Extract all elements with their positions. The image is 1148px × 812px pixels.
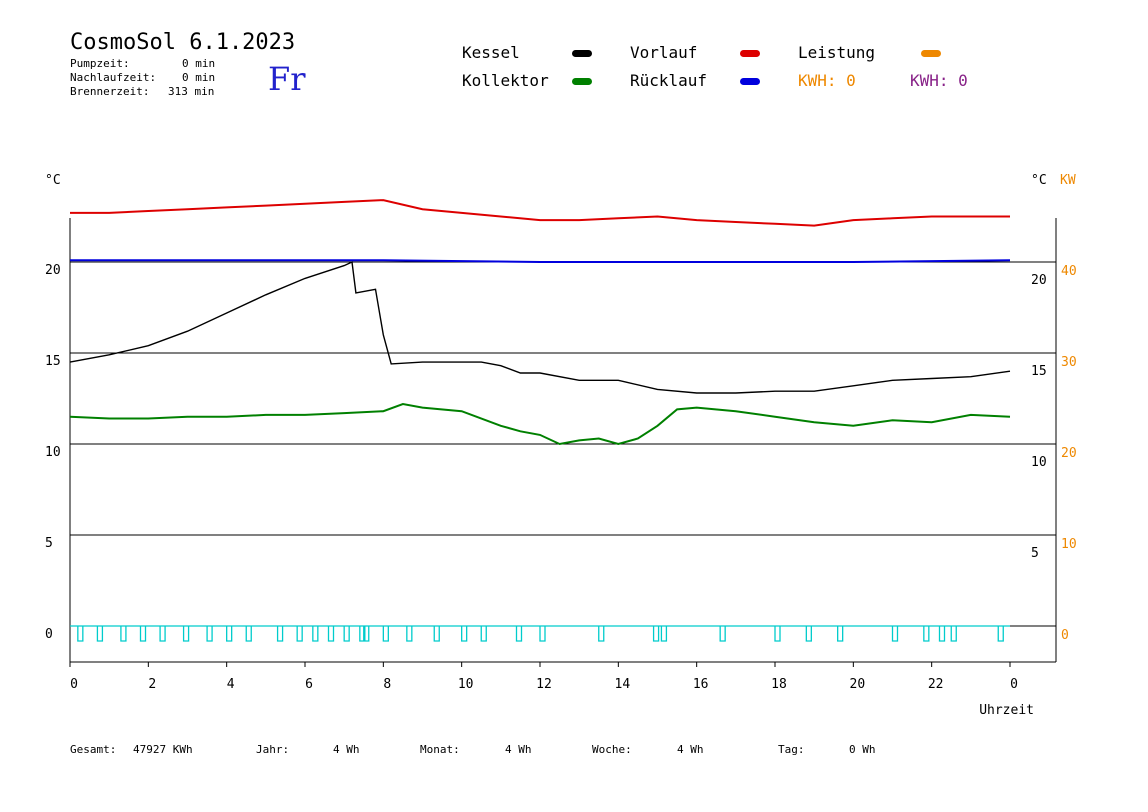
y-mid-tick-label: 10 — [1031, 455, 1047, 470]
month-label: Monat: — [420, 743, 460, 756]
y-left-unit-label: °C — [45, 173, 61, 188]
x-tick-label: 14 — [615, 677, 631, 692]
y-left-tick-label: 10 — [45, 445, 61, 460]
month-value: 4 Wh — [505, 743, 532, 756]
x-tick-label: 16 — [693, 677, 709, 692]
day-value: 0 Wh — [849, 743, 876, 756]
legend-kwh-secondary: KWH: 0 — [910, 71, 968, 90]
legend-ruecklauf-label: Rücklauf — [630, 71, 708, 90]
x-tick-label: 8 — [383, 677, 391, 692]
x-tick-label: 6 — [305, 677, 313, 692]
x-tick-label: 20 — [850, 677, 866, 692]
y-right-unit-label: °C — [1031, 173, 1047, 188]
legend-kessel-swatch — [572, 50, 592, 57]
series-line-ruecklauf — [70, 259, 1011, 263]
total-value: 47927 KWh — [133, 743, 193, 756]
x-tick-label: 0 — [70, 677, 78, 692]
day-label: Tag: — [778, 743, 805, 756]
y-right-kw-label: KW — [1060, 173, 1076, 188]
legend-leistung-swatch — [921, 50, 941, 57]
x-tick-label: 4 — [227, 677, 235, 692]
pump-time-label: Pumpzeit: — [70, 57, 130, 70]
week-label: Woche: — [592, 743, 632, 756]
legend-kollektor-swatch — [572, 78, 592, 85]
y-right-tick-label: 30 — [1061, 355, 1077, 370]
legend-kessel-label: Kessel — [462, 43, 520, 62]
series-line-kollektor — [69, 402, 1011, 446]
y-right-tick-label: 10 — [1061, 537, 1077, 552]
total-label: Gesamt: — [70, 743, 117, 756]
y-mid-tick-label: 5 — [1031, 546, 1039, 561]
burner-time-label: Brennerzeit: — [70, 85, 150, 98]
weekday-label: Fr — [268, 60, 306, 98]
legend-ruecklauf-swatch — [740, 78, 760, 85]
year-label: Jahr: — [256, 743, 290, 756]
overrun-time-value: 0 min — [182, 71, 216, 84]
legend-vorlauf-swatch — [740, 50, 760, 57]
y-right-tick-label: 40 — [1061, 264, 1077, 279]
series-line-vorlauf — [70, 199, 1010, 227]
y-mid-tick-label: 15 — [1031, 364, 1047, 379]
series-line-kessel — [69, 260, 1011, 394]
x-axis-label: Uhrzeit — [979, 703, 1034, 718]
legend-vorlauf-label: Vorlauf — [630, 43, 698, 62]
week-value: 4 Wh — [677, 743, 704, 756]
legend-leistung-label: Leistung — [798, 43, 876, 62]
chart-title: CosmoSol 6.1.2023 — [70, 30, 296, 55]
legend-kwh-leistung: KWH: 0 — [798, 71, 856, 90]
pump-time-value: 0 min — [182, 57, 216, 70]
y-left-tick-label: 5 — [45, 536, 53, 551]
y-right-tick-label: 0 — [1061, 628, 1069, 643]
y-right-tick-label: 20 — [1061, 446, 1077, 461]
y-mid-tick-label: 20 — [1031, 273, 1047, 288]
legend-kollektor-label: Kollektor — [462, 71, 549, 90]
y-left-tick-label: 15 — [45, 354, 61, 369]
x-tick-label: 12 — [536, 677, 552, 692]
year-value: 4 Wh — [333, 743, 360, 756]
y-left-tick-label: 0 — [45, 627, 53, 642]
x-tick-label: 2 — [148, 677, 156, 692]
overrun-time-label: Nachlaufzeit: — [70, 71, 157, 84]
x-tick-label: 18 — [771, 677, 787, 692]
burner-time-value: 313 min — [168, 85, 215, 98]
x-tick-label: 0 — [1010, 677, 1018, 692]
pump-status-line — [70, 625, 1010, 642]
x-tick-label: 10 — [458, 677, 474, 692]
y-left-tick-label: 20 — [45, 263, 61, 278]
x-tick-label: 22 — [928, 677, 944, 692]
